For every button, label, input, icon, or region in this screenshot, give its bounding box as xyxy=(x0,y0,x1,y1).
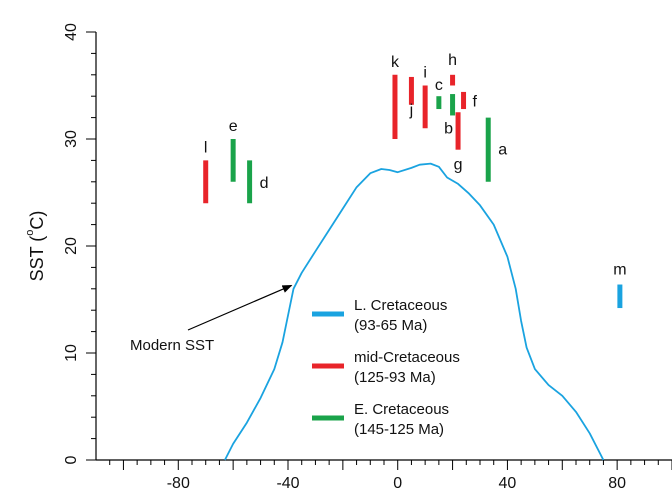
x-tick-label: 40 xyxy=(499,475,517,492)
sst-ranges-layer: m l k j i h g f e d c b a xyxy=(203,52,627,309)
range-label-j: j xyxy=(409,102,414,119)
legend-sublabel-0: (93-65 Ma) xyxy=(354,317,427,334)
legend: L. Cretaceous (93-65 Ma) mid-Cretaceous (12… xyxy=(312,297,460,438)
range-label-i: i xyxy=(423,65,427,82)
range-label-f: f xyxy=(473,93,478,110)
range-label-h: h xyxy=(448,52,457,69)
annotation-layer: Modern SST xyxy=(130,284,293,354)
legend-sublabel-1: (125-93 Ma) xyxy=(354,369,436,386)
range-label-m: m xyxy=(613,262,626,279)
annotation-text: Modern SST xyxy=(130,337,214,354)
x-tick-label: -80 xyxy=(167,475,190,492)
y-axis-title: SST (oC) xyxy=(24,211,47,282)
annotation-arrow xyxy=(187,284,293,331)
x-tick-label: -40 xyxy=(276,475,299,492)
axes: -80 -40 0 40 80 0 10 20 30 40 SST (oC) xyxy=(24,23,672,492)
legend-label-2: E. Cretaceous xyxy=(354,401,449,418)
range-label-c: c xyxy=(435,77,443,94)
range-label-e: e xyxy=(229,118,238,135)
range-label-l: l xyxy=(204,139,208,156)
range-label-b: b xyxy=(444,120,453,137)
legend-label-0: L. Cretaceous xyxy=(354,297,447,314)
y-tick-label: 20 xyxy=(63,237,80,255)
x-tick-label: 0 xyxy=(393,475,402,492)
y-tick-label: 0 xyxy=(63,455,80,464)
range-label-d: d xyxy=(260,175,269,192)
y-tick-label: 10 xyxy=(63,344,80,362)
legend-sublabel-2: (145-125 Ma) xyxy=(354,421,444,438)
y-tick-label: 30 xyxy=(63,130,80,148)
range-label-g: g xyxy=(454,157,463,174)
modern-sst-curve xyxy=(224,162,605,461)
x-tick-label: 80 xyxy=(608,475,626,492)
modern-sst-curve-layer xyxy=(224,162,605,461)
range-label-a: a xyxy=(498,142,507,159)
legend-label-1: mid-Cretaceous xyxy=(354,349,460,366)
y-tick-label: 40 xyxy=(63,23,80,41)
range-label-k: k xyxy=(391,54,400,71)
